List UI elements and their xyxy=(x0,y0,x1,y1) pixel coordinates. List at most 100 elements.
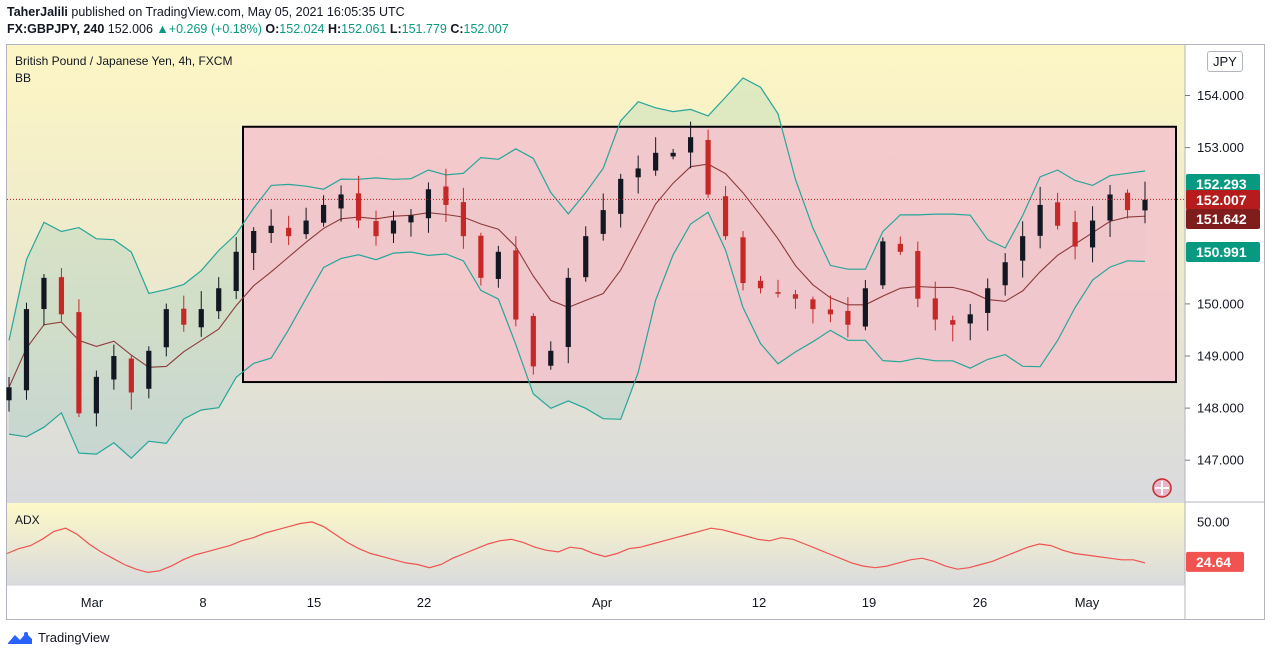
candle-body xyxy=(670,152,676,157)
chart-frame xyxy=(6,44,1265,620)
lower-band-label: 150.991 xyxy=(1196,244,1247,260)
candle-body xyxy=(76,312,82,414)
candle-body xyxy=(600,210,606,234)
y-tick-label: 148.000 xyxy=(1197,401,1244,416)
candle-body xyxy=(775,292,781,294)
candle-body xyxy=(862,288,868,327)
candle-body xyxy=(635,168,641,178)
candle-body xyxy=(93,376,99,414)
candle-body xyxy=(1142,199,1148,211)
x-tick-label: Mar xyxy=(81,595,104,610)
candle-body xyxy=(1072,222,1078,247)
candle-body xyxy=(827,309,834,315)
candle-body xyxy=(688,137,694,153)
adx-pane-bg xyxy=(7,503,1185,585)
candle-body xyxy=(530,315,536,367)
candle-body xyxy=(1037,204,1043,236)
upper-band-label: 152.293 xyxy=(1196,176,1247,192)
x-tick-label: 12 xyxy=(752,595,766,610)
candle-body xyxy=(740,237,746,284)
candle-body xyxy=(1124,192,1131,211)
price-change: +0.269 (+0.18%) xyxy=(168,22,262,36)
bb-middle-line xyxy=(8,163,1146,388)
candle-body xyxy=(1020,236,1026,261)
candle-body xyxy=(548,350,554,366)
x-tick-label: 8 xyxy=(199,595,206,610)
candle-body xyxy=(950,320,956,325)
adx-line xyxy=(6,521,1146,574)
y-tick-label: 149.000 xyxy=(1197,349,1244,364)
x-tick-label: Apr xyxy=(592,595,613,610)
x-tick-label: 26 xyxy=(973,595,987,610)
candle-body xyxy=(722,196,729,237)
candle-body xyxy=(338,194,344,209)
lower-band-label-bg xyxy=(1186,242,1260,262)
candle-body xyxy=(1055,202,1061,226)
candle-body xyxy=(583,236,589,278)
publish-text: published on TradingView.com, May 05, 20… xyxy=(71,5,405,19)
x-tick-label: May xyxy=(1075,595,1100,610)
currency-badge[interactable]: JPY xyxy=(1207,51,1243,72)
y-tick-label: 147.000 xyxy=(1197,453,1244,468)
candle-body xyxy=(897,243,903,252)
brand-name[interactable]: TradingView xyxy=(38,630,110,645)
candle-body xyxy=(618,178,624,214)
candle-body xyxy=(915,251,921,299)
candle-body xyxy=(757,280,764,289)
instrument-legend[interactable]: British Pound / Japanese Yen, 4h, FXCM xyxy=(15,54,233,68)
publish-info: TaherJalili published on TradingView.com… xyxy=(7,5,405,19)
candle-body xyxy=(967,314,973,324)
x-tick-label: 22 xyxy=(417,595,431,610)
candle-body xyxy=(880,241,886,286)
bb-legend[interactable]: BB xyxy=(15,71,32,85)
adx-tick-label: 50.00 xyxy=(1197,514,1230,529)
candle-body xyxy=(443,186,449,205)
candle-body xyxy=(320,204,327,223)
last-price: 152.006 xyxy=(107,22,153,36)
close-value: 152.007 xyxy=(463,22,509,36)
high-value: 152.061 xyxy=(341,22,387,36)
candle-body xyxy=(425,189,432,219)
candle-body xyxy=(495,251,501,279)
adx-last-label: 24.64 xyxy=(1196,554,1231,570)
candle-body xyxy=(111,356,117,380)
low-value: 151.779 xyxy=(401,22,447,36)
candle-body xyxy=(198,309,204,328)
y-tick-label: 150.000 xyxy=(1197,296,1244,311)
candle-body xyxy=(58,277,65,315)
open-label: O: xyxy=(265,22,280,36)
candle-body xyxy=(41,277,47,310)
last-price-label: 152.007 xyxy=(1196,192,1247,208)
candle-body xyxy=(355,193,362,221)
open-value: 152.024 xyxy=(279,22,325,36)
candle-body xyxy=(705,139,711,195)
x-tick-label: 19 xyxy=(862,595,876,610)
bb-upper-line xyxy=(8,77,1146,341)
candle-body xyxy=(1089,220,1096,248)
candle-body xyxy=(792,294,799,299)
up-arrow-icon: ▲ xyxy=(156,22,169,36)
candle-body xyxy=(268,225,274,234)
candle-body xyxy=(128,358,134,393)
adx-legend[interactable]: ADX xyxy=(15,513,40,527)
author-name[interactable]: TaherJalili xyxy=(7,5,68,19)
x-tick-label: 15 xyxy=(307,595,321,610)
symbol-info: FX:GBPJPY, 240 152.006 ▲+0.269 (+0.18%) … xyxy=(7,22,509,36)
middle-band-label: 151.642 xyxy=(1196,211,1247,227)
candle-body xyxy=(6,387,12,401)
candle-body xyxy=(23,309,30,391)
bb-lower-line xyxy=(8,211,1146,460)
candle-body xyxy=(845,310,851,325)
candle-body xyxy=(985,288,991,313)
footer: TradingView xyxy=(7,630,110,645)
candle-body xyxy=(251,230,257,253)
candle-body xyxy=(408,215,414,223)
candle-body xyxy=(460,202,466,237)
tradingview-logo-icon xyxy=(8,631,32,644)
last-price-label-bg xyxy=(1186,190,1260,210)
close-label: C: xyxy=(450,22,464,36)
adx-last-label-bg xyxy=(1186,551,1244,572)
high-label: H: xyxy=(327,22,342,36)
candle-body xyxy=(478,235,484,278)
